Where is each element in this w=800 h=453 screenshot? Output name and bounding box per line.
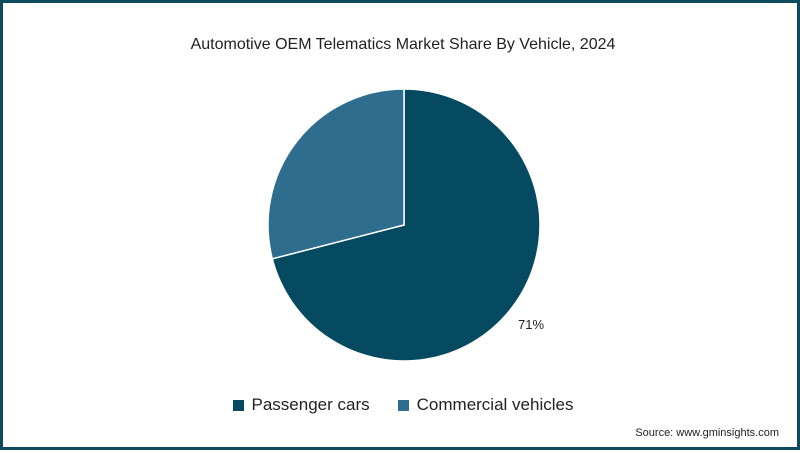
legend: Passenger cars Commercial vehicles <box>3 395 800 415</box>
legend-label-commercial-vehicles: Commercial vehicles <box>416 395 574 414</box>
legend-label-passenger-cars: Passenger cars <box>251 395 370 414</box>
chart-title: Automotive OEM Telematics Market Share B… <box>190 36 616 53</box>
data-label-passenger-cars: 71% <box>518 317 544 332</box>
pie-slice-commercial-vehicles <box>267 88 405 260</box>
legend-swatch-commercial-vehicles <box>397 399 409 411</box>
legend-item-commercial-vehicles: Commercial vehicles <box>397 395 574 415</box>
source-note: Source: www.gminsights.com <box>635 427 779 439</box>
legend-swatch-passenger-cars <box>232 399 244 411</box>
pie-chart: 71% <box>267 88 544 362</box>
legend-item-passenger-cars: Passenger cars <box>232 395 370 415</box>
pie-slice-passenger-cars <box>271 88 541 362</box>
